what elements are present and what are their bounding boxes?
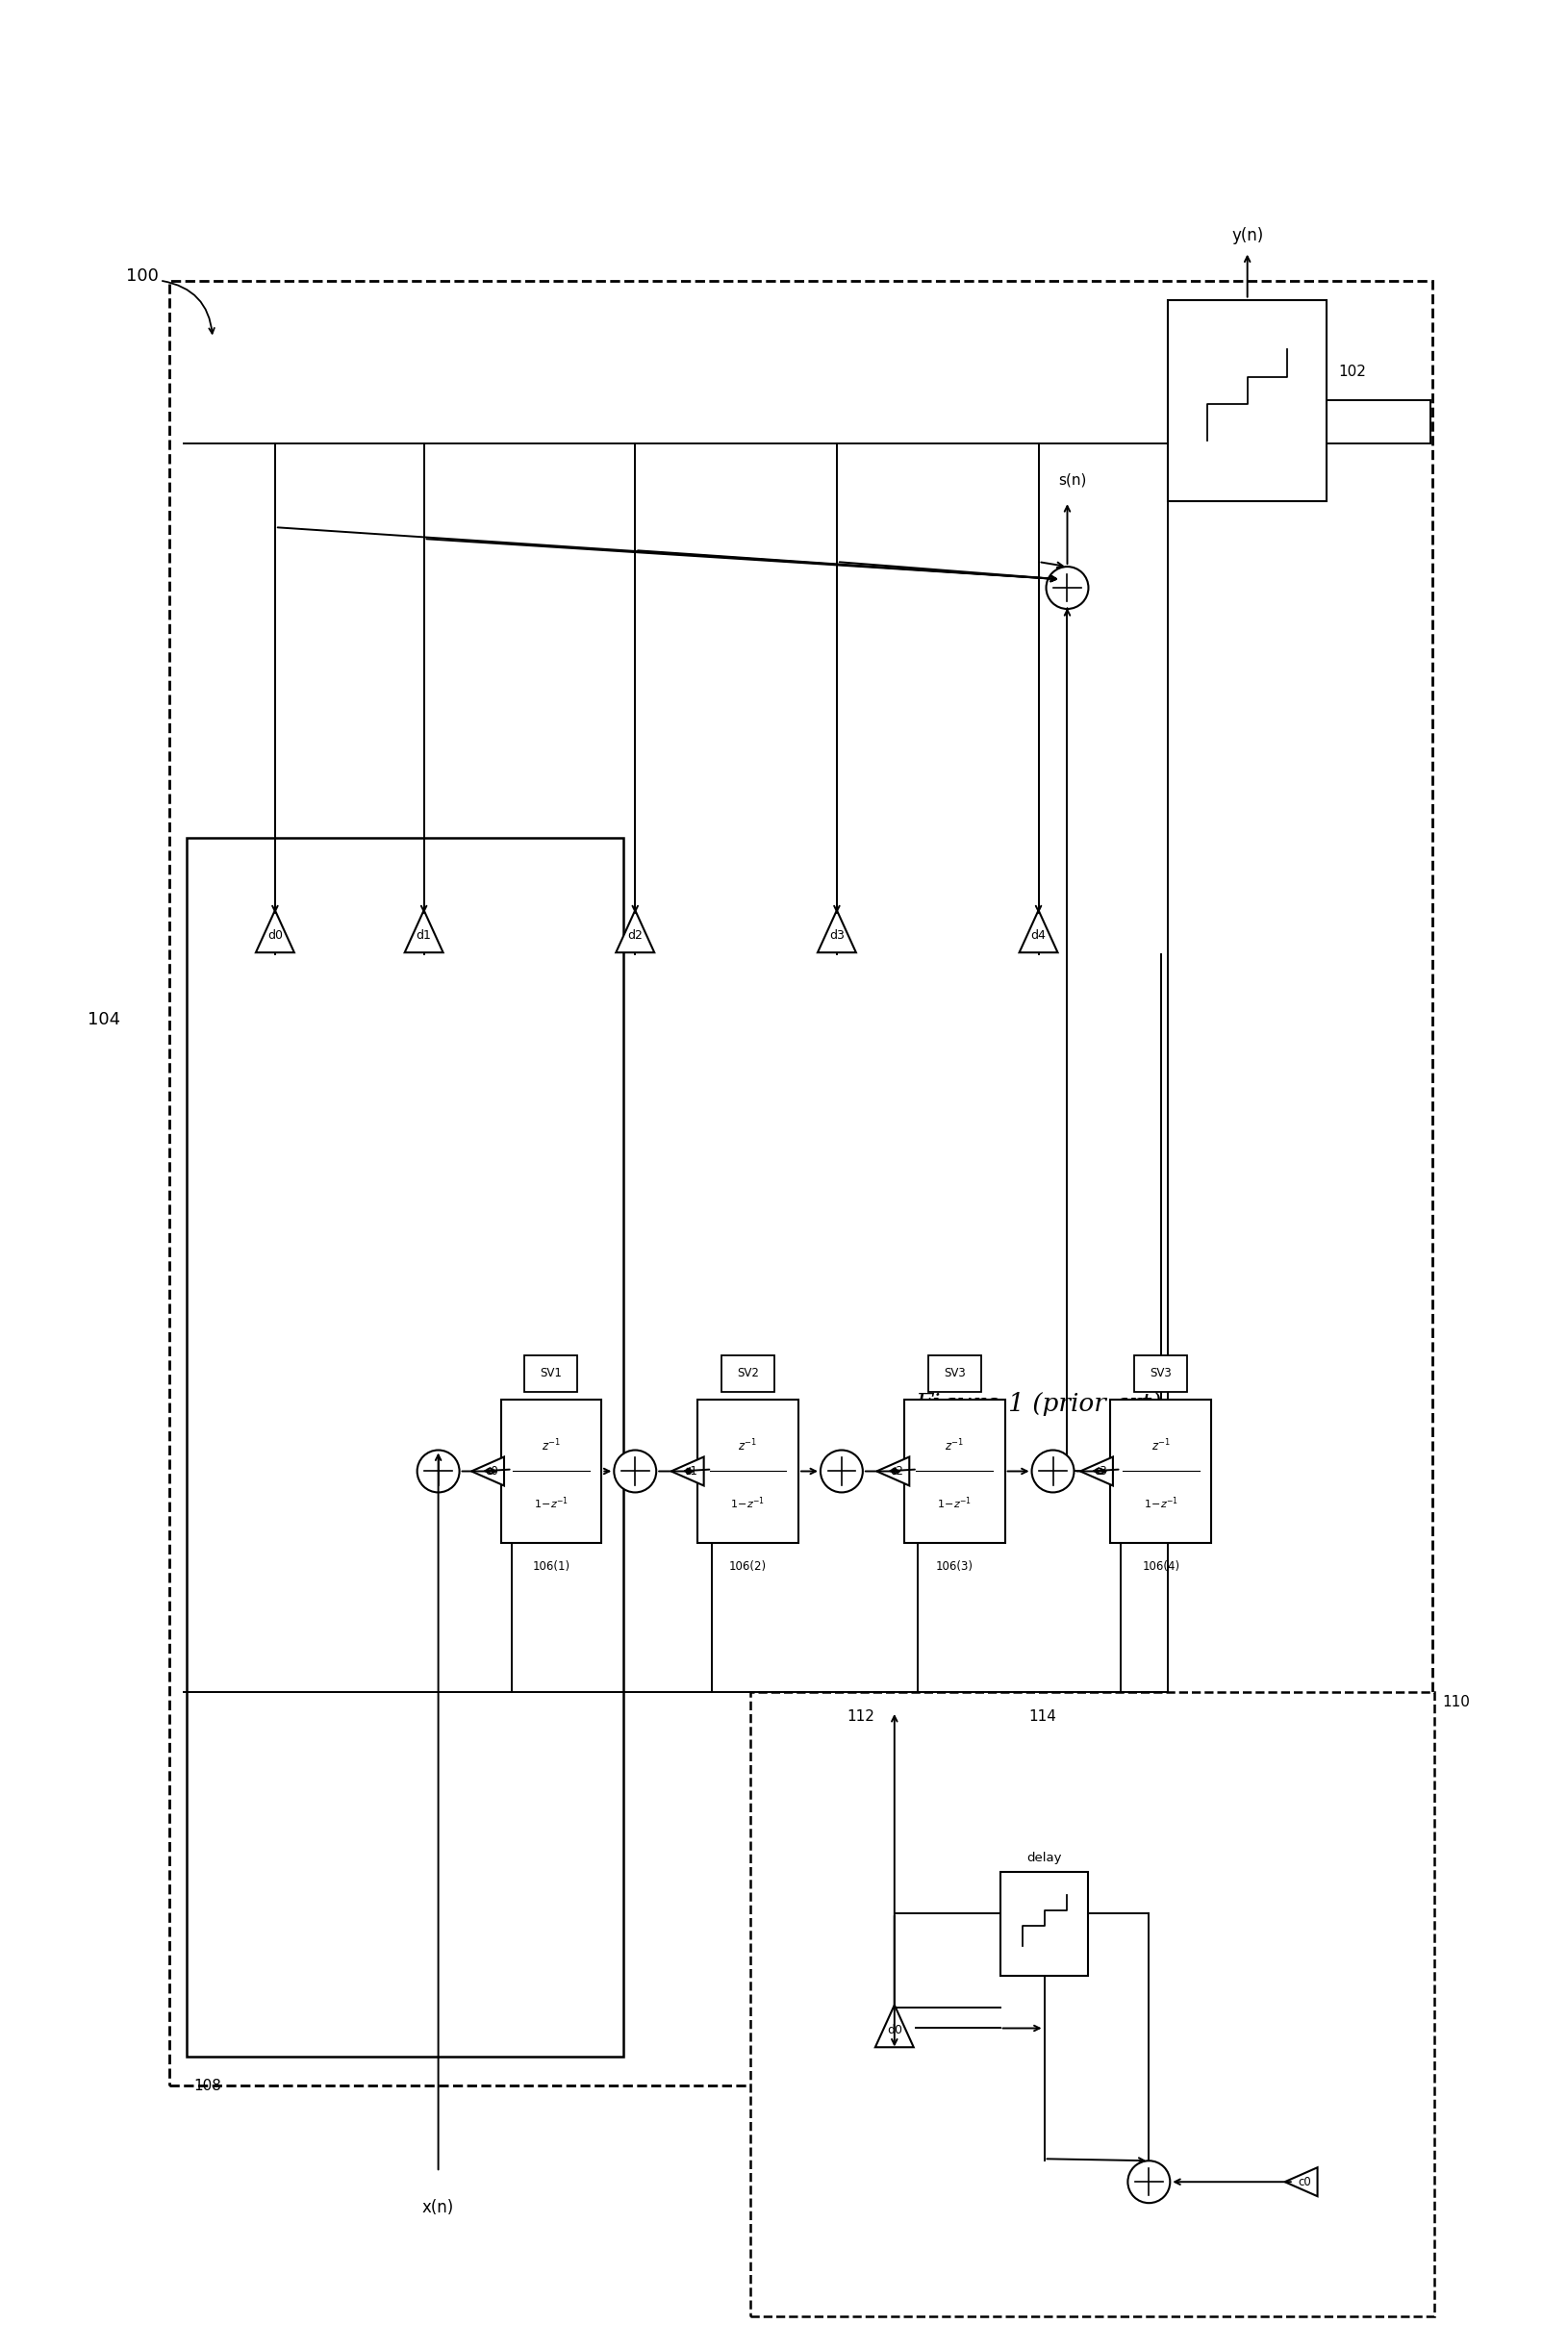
Bar	[903, 1398, 1004, 1544]
Polygon shape	[256, 909, 295, 952]
Bar	[928, 1356, 980, 1391]
Text: 102: 102	[1338, 364, 1366, 378]
Text: $z^{-1}$: $z^{-1}$	[1151, 1438, 1170, 1452]
Text: SV3: SV3	[942, 1368, 964, 1379]
Text: 110: 110	[1441, 1694, 1469, 1708]
Text: s(n): s(n)	[1057, 472, 1085, 486]
Text: $1\!-\!z^{-1}$: $1\!-\!z^{-1}$	[731, 1495, 765, 1511]
Bar	[721, 1356, 775, 1391]
Bar	[524, 1356, 577, 1391]
Text: d2: d2	[627, 928, 643, 942]
Polygon shape	[616, 909, 654, 952]
Text: 114: 114	[1029, 1708, 1055, 1725]
Text: $1\!-\!z^{-1}$: $1\!-\!z^{-1}$	[936, 1495, 971, 1511]
Polygon shape	[1284, 2167, 1317, 2197]
Bar	[1110, 1398, 1210, 1544]
Polygon shape	[1080, 1457, 1112, 1485]
Bar	[698, 1398, 798, 1544]
Text: SV2: SV2	[737, 1368, 759, 1379]
Text: delay: delay	[1025, 1852, 1062, 1864]
Polygon shape	[470, 1457, 503, 1485]
Text: 112: 112	[845, 1708, 873, 1725]
Bar	[500, 1398, 601, 1544]
Polygon shape	[405, 909, 442, 952]
Circle shape	[1032, 1450, 1074, 1492]
Text: 100: 100	[125, 268, 158, 284]
Text: d1: d1	[416, 928, 431, 942]
Polygon shape	[877, 1457, 909, 1485]
Polygon shape	[671, 1457, 704, 1485]
Text: SV1: SV1	[539, 1368, 561, 1379]
Circle shape	[613, 1450, 655, 1492]
Text: Figure 1 (prior art): Figure 1 (prior art)	[914, 1391, 1162, 1417]
Text: c0: c0	[485, 1464, 499, 1478]
Text: 106(1): 106(1)	[532, 1560, 569, 1572]
Text: c2: c2	[889, 1464, 903, 1478]
Circle shape	[417, 1450, 459, 1492]
Text: 104: 104	[88, 1010, 121, 1029]
Text: c1: c1	[684, 1464, 698, 1478]
Bar	[1168, 301, 1327, 501]
Text: $z^{-1}$: $z^{-1}$	[739, 1438, 757, 1452]
Text: c3: c3	[1093, 1464, 1107, 1478]
Text: d0: d0	[267, 928, 282, 942]
Circle shape	[1127, 2160, 1170, 2202]
Text: d4: d4	[1030, 928, 1046, 942]
Bar	[1134, 1356, 1187, 1391]
Text: $1\!-\!z^{-1}$: $1\!-\!z^{-1}$	[1143, 1495, 1178, 1511]
Polygon shape	[875, 2005, 913, 2047]
Text: $z^{-1}$: $z^{-1}$	[944, 1438, 964, 1452]
Text: d0: d0	[886, 2023, 902, 2037]
Text: 108: 108	[193, 2080, 221, 2094]
Bar	[999, 1871, 1088, 1976]
Text: SV3: SV3	[1149, 1368, 1171, 1379]
Text: 106(3): 106(3)	[935, 1560, 972, 1572]
Bar	[187, 837, 622, 2056]
Text: 106(4): 106(4)	[1142, 1560, 1179, 1572]
Text: x(n): x(n)	[422, 2200, 455, 2216]
Circle shape	[1046, 566, 1088, 609]
Text: 106(2): 106(2)	[729, 1560, 767, 1572]
Bar	[169, 280, 1432, 2087]
Circle shape	[820, 1450, 862, 1492]
Text: y(n): y(n)	[1231, 226, 1262, 244]
Text: d3: d3	[828, 928, 844, 942]
Text: c0: c0	[1298, 2176, 1311, 2188]
Polygon shape	[1019, 909, 1057, 952]
Polygon shape	[817, 909, 856, 952]
Text: $1\!-\!z^{-1}$: $1\!-\!z^{-1}$	[533, 1495, 568, 1511]
Text: $z^{-1}$: $z^{-1}$	[541, 1438, 560, 1452]
Bar	[750, 1692, 1433, 2317]
